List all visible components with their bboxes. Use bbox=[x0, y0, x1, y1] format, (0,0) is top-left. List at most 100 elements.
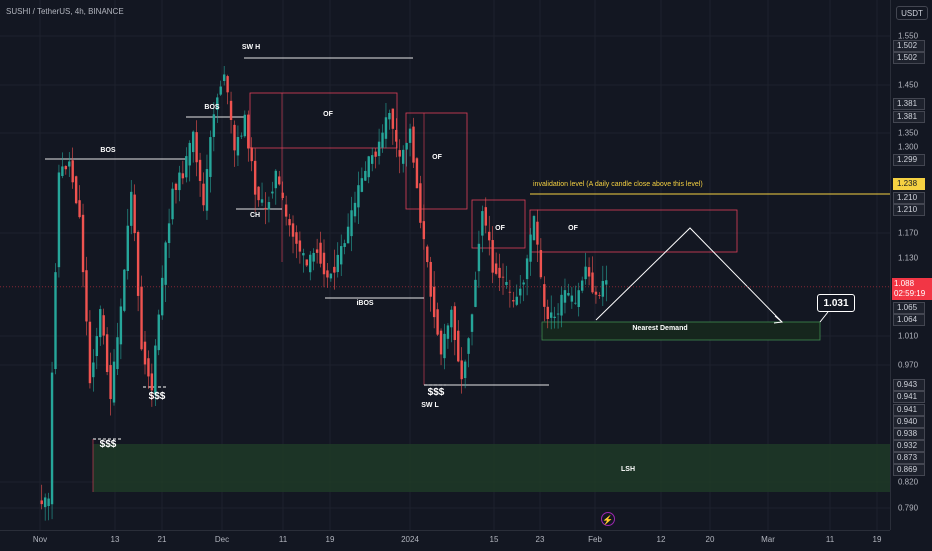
time-label: 20 bbox=[705, 535, 715, 544]
candle-body bbox=[587, 267, 591, 277]
sw-l-label: SW L bbox=[421, 402, 439, 409]
liquidity-label-2: $$$ bbox=[148, 391, 166, 402]
candle-body bbox=[405, 142, 408, 150]
price-tag: 1.210 bbox=[893, 204, 925, 216]
price-label: 1.170 bbox=[898, 228, 919, 238]
candle-body bbox=[154, 345, 157, 395]
candle-body bbox=[198, 159, 202, 181]
candle-body bbox=[422, 221, 426, 240]
of-label-2: OF bbox=[432, 154, 442, 161]
time-label: 21 bbox=[157, 535, 167, 544]
time-label: 13 bbox=[110, 535, 120, 544]
candle-body bbox=[508, 291, 512, 293]
candle-body bbox=[74, 176, 78, 204]
candle-body bbox=[446, 325, 450, 339]
projection-path bbox=[595, 227, 783, 323]
candle-body bbox=[278, 176, 281, 185]
price-tag: 0.869 bbox=[893, 464, 925, 476]
chart-plot-area[interactable] bbox=[0, 0, 890, 530]
candle-body bbox=[481, 211, 484, 236]
candle-body bbox=[298, 240, 302, 252]
price-tag: 1.381 bbox=[893, 111, 925, 123]
candle-body bbox=[233, 124, 236, 151]
candle-body bbox=[384, 117, 388, 139]
nearest-demand-label: Nearest Demand bbox=[632, 325, 688, 332]
price-label: 1.010 bbox=[898, 331, 919, 341]
of-label-4: OF bbox=[568, 225, 578, 232]
candle-body bbox=[247, 114, 250, 149]
candle-body bbox=[450, 309, 453, 328]
time-axis[interactable] bbox=[0, 530, 890, 551]
lightning-event-icon[interactable]: ⚡ bbox=[601, 512, 615, 526]
candle-body bbox=[367, 156, 370, 178]
candle-body bbox=[553, 316, 556, 319]
candle-body bbox=[580, 280, 584, 291]
candle-body bbox=[222, 74, 226, 81]
candle-body bbox=[271, 191, 274, 194]
candle-body bbox=[370, 155, 374, 164]
candle-body bbox=[288, 219, 291, 226]
price-tag: 1.064 bbox=[893, 314, 925, 326]
candle-body bbox=[116, 337, 119, 370]
candle-body bbox=[443, 333, 446, 359]
price-tag: 0.940 bbox=[893, 416, 925, 428]
candle-body bbox=[133, 194, 136, 234]
candle-body bbox=[195, 132, 198, 163]
candle-body bbox=[50, 372, 54, 505]
candle-body bbox=[364, 170, 367, 181]
sw-h-label: SW H bbox=[241, 44, 261, 51]
target-price-label[interactable]: 1.031 bbox=[817, 294, 855, 312]
currency-button[interactable]: USDT bbox=[896, 6, 928, 20]
candle-body bbox=[505, 281, 508, 286]
candle-body bbox=[92, 362, 95, 378]
candle-body bbox=[398, 150, 401, 157]
candle-body bbox=[161, 277, 164, 316]
price-label: 1.550 bbox=[898, 31, 919, 41]
lsh-zone bbox=[93, 444, 890, 492]
candle-body bbox=[525, 258, 529, 280]
candle-body bbox=[429, 261, 432, 297]
candle-body bbox=[484, 207, 487, 226]
candle-body bbox=[212, 114, 216, 137]
candle-body bbox=[136, 231, 140, 296]
candle-body bbox=[391, 108, 395, 129]
candle-countdown: 02:59:19 bbox=[894, 289, 926, 298]
candle-body bbox=[61, 166, 64, 177]
candle-body bbox=[205, 169, 209, 211]
candle-body bbox=[119, 306, 123, 345]
candle-body bbox=[112, 361, 116, 403]
candle-body bbox=[532, 216, 536, 241]
order-block-4 bbox=[529, 209, 738, 253]
price-axis[interactable] bbox=[890, 0, 932, 530]
price-label: 1.130 bbox=[898, 253, 919, 263]
candle-body bbox=[64, 165, 68, 170]
price-tag: 1.210 bbox=[893, 192, 925, 204]
candle-body bbox=[85, 270, 88, 322]
candle-body bbox=[281, 192, 284, 198]
candle-body bbox=[605, 280, 608, 285]
candle-body bbox=[436, 309, 439, 335]
candle-body bbox=[340, 246, 343, 265]
target-connector bbox=[819, 311, 829, 323]
candle-body bbox=[47, 498, 50, 507]
candle-body bbox=[99, 309, 102, 338]
candle-body bbox=[209, 137, 212, 177]
candle-body bbox=[102, 315, 105, 336]
candle-body bbox=[494, 263, 498, 274]
liquidity-label-1: $$$ bbox=[99, 439, 117, 450]
order-block-3 bbox=[471, 199, 526, 249]
candle-body bbox=[415, 158, 419, 189]
lsh-label: LSH bbox=[621, 466, 635, 473]
candle-body bbox=[95, 336, 98, 357]
candle-body bbox=[181, 173, 185, 179]
candle-body bbox=[563, 290, 567, 303]
candle-body bbox=[229, 100, 233, 120]
candle-body bbox=[395, 129, 398, 142]
time-label: Mar bbox=[761, 535, 775, 544]
ch-label: CH bbox=[249, 212, 261, 219]
candles bbox=[0, 66, 890, 521]
current-price-value: 1.088 bbox=[894, 279, 915, 288]
symbol-title[interactable]: SUSHI / TetherUS, 4h, BINANCE bbox=[6, 7, 124, 16]
candle-body bbox=[295, 232, 298, 244]
invalidation-label: invalidation level (A daily candle close… bbox=[533, 181, 703, 188]
